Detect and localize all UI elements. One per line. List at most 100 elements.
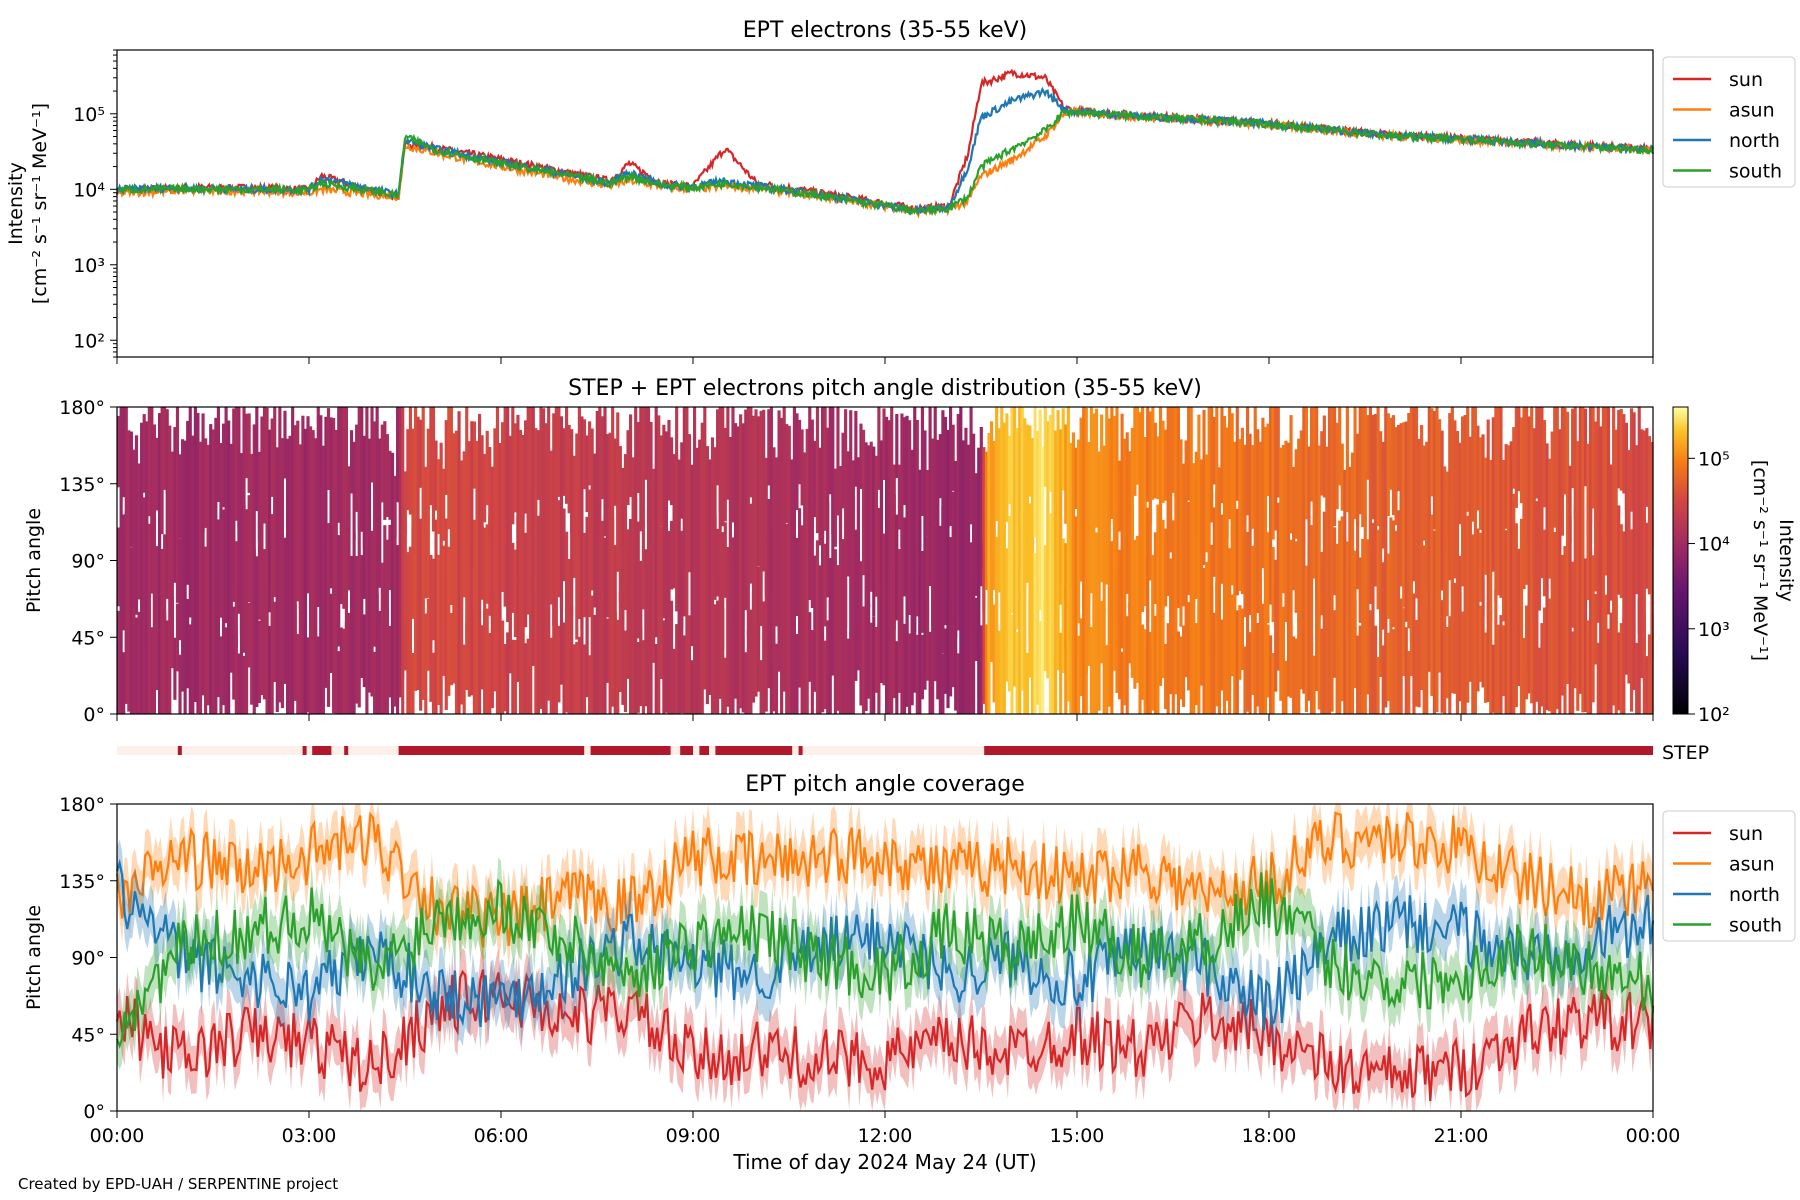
heatmap-cell: [938, 525, 942, 673]
heatmap-cell: [726, 407, 730, 500]
heatmap-cell: [1650, 614, 1654, 714]
heatmap-cell: [1371, 522, 1375, 662]
heatmap-cell: [790, 524, 794, 663]
heatmap-cell: [1028, 601, 1032, 678]
heatmap-cell: [977, 527, 981, 651]
heatmap-cell: [365, 407, 369, 522]
heatmap-cell: [457, 589, 461, 714]
heatmap-cell: [129, 596, 133, 714]
heatmap-cell: [705, 568, 709, 705]
heatmap-cell: [1471, 407, 1475, 522]
heatmap-cell: [989, 421, 994, 585]
heatmap-cell: [1051, 620, 1055, 714]
heatmap-cell: [1053, 430, 1058, 560]
heatmap-cell: [1384, 407, 1388, 565]
heatmap-cell: [140, 595, 144, 714]
heatmap-cell: [1243, 481, 1247, 618]
heatmap-cell: [1312, 407, 1316, 510]
heatmap-cell: [403, 516, 407, 620]
heatmap-cell: [349, 430, 354, 494]
heatmap-cell: [728, 608, 732, 714]
heatmap-cell: [716, 409, 720, 486]
heatmap-cell: [1612, 407, 1616, 524]
heatmap-cell: [301, 632, 305, 714]
heatmap-cell: [1356, 482, 1360, 590]
heatmap-cell: [774, 643, 779, 714]
heatmap-cell: [413, 459, 418, 619]
heatmap-cell: [191, 485, 195, 638]
heatmap-cell: [1041, 501, 1045, 623]
heatmap-cell: [1496, 407, 1500, 524]
heatmap-cell: [582, 532, 587, 618]
heatmap-cell: [1627, 583, 1631, 684]
heatmap-cell: [1494, 589, 1498, 714]
heatmap-cell: [961, 608, 965, 714]
heatmap-cell: [966, 444, 971, 565]
heatmap-cell: [388, 626, 392, 698]
panel2-title: STEP + EPT electrons pitch angle distrib…: [568, 376, 1202, 401]
heatmap-cell: [1128, 487, 1132, 613]
heatmap-cell: [1079, 417, 1083, 518]
heatmap-cell: [178, 454, 182, 539]
heatmap-cell: [657, 572, 661, 714]
heatmap-cell: [140, 521, 144, 607]
heatmap-cell: [854, 529, 858, 622]
heatmap-cell: [1251, 571, 1255, 695]
heatmap-cell: [152, 562, 156, 637]
heatmap-cell: [997, 630, 1001, 714]
heatmap-cell: [465, 519, 469, 641]
heatmap-cell: [1622, 531, 1626, 643]
heatmap-cell: [1312, 492, 1316, 579]
heatmap-cell: [762, 601, 766, 714]
heatmap-cell: [1007, 579, 1012, 692]
heatmap-cell: [493, 524, 497, 649]
heatmap-cell: [943, 416, 948, 559]
heatmap-cell: [1412, 593, 1416, 714]
heatmap-cell: [1056, 410, 1060, 543]
step-segment: [398, 746, 585, 755]
heatmap-cell: [751, 415, 756, 553]
heatmap-cell: [1463, 415, 1467, 578]
heatmap-cell: [129, 547, 133, 615]
heatmap-cell: [972, 580, 976, 714]
heatmap-cell: [1640, 553, 1644, 626]
heatmap-cell: [1358, 557, 1362, 623]
heatmap-cell: [959, 506, 963, 625]
heatmap-cell: [357, 407, 361, 528]
heatmap-cell: [316, 407, 320, 542]
heatmap-cell: [1166, 623, 1170, 714]
heatmap-cell: [454, 525, 459, 659]
heatmap-cell: [1422, 545, 1426, 630]
heatmap-cell: [818, 447, 822, 546]
heatmap-cell: [600, 609, 604, 714]
heatmap-cell: [1299, 430, 1303, 571]
heatmap-cell: [1245, 531, 1250, 663]
heatmap-cell: [603, 407, 607, 537]
heatmap-cell: [1074, 516, 1078, 653]
heatmap-cell: [1005, 586, 1009, 682]
heatmap-cell: [1553, 532, 1557, 622]
colorbar-tick-label: 10²: [1698, 704, 1730, 726]
heatmap-cell: [1181, 625, 1186, 707]
heatmap-cell: [439, 442, 443, 575]
heatmap-cell: [140, 422, 144, 522]
heatmap-cell: [588, 421, 592, 486]
heatmap-cell: [380, 562, 384, 643]
heatmap-cell: [209, 631, 213, 714]
heatmap-cell: [1586, 518, 1590, 600]
heatmap-cell: [1345, 407, 1349, 513]
heatmap-cell: [797, 419, 802, 485]
heatmap-cell: [664, 525, 668, 610]
heatmap-cell: [780, 528, 784, 673]
heatmap-cell: [703, 499, 707, 626]
heatmap-cell: [1507, 605, 1511, 714]
heatmap-cell: [1586, 620, 1590, 714]
heatmap-cell: [1333, 527, 1337, 596]
heatmap-cell: [810, 477, 814, 608]
heatmap-cell: [296, 482, 300, 602]
heatmap-cell: [1289, 415, 1293, 534]
heatmap-cell: [1007, 435, 1012, 504]
heatmap-cell: [1046, 421, 1050, 550]
heatmap-cell: [1092, 413, 1096, 515]
heatmap-cell: [1381, 562, 1385, 630]
